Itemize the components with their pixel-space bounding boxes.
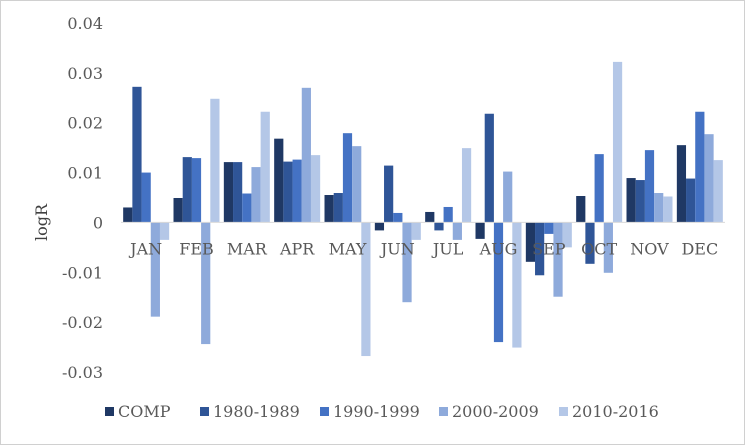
legend: COMP 1980-1989 1990-1999 2000-2009 2010-2016 [105, 402, 659, 421]
bar-jul-1980-1989 [434, 222, 444, 231]
bar-dec-1990-1999 [695, 111, 705, 223]
bar-dec-comp [676, 145, 687, 223]
bar-sep-comp [525, 222, 536, 262]
bar-series [123, 61, 723, 357]
bar-oct-2000-2009 [603, 222, 613, 273]
bar-jun-comp [374, 222, 385, 231]
y-tick-label: 0.02 [67, 114, 103, 133]
legend-label: 1980-1989 [213, 402, 300, 421]
bar-jan-1980-1989 [132, 86, 142, 223]
bar-sep-2010-2016 [562, 222, 572, 248]
bar-mar-1980-1989 [233, 162, 243, 223]
bar-nov-1990-1999 [644, 150, 655, 223]
bar-mar-2000-2009 [251, 167, 261, 223]
bar-sep-1980-1989 [535, 222, 545, 276]
bar-apr-1990-1999 [292, 159, 302, 223]
bar-nov-comp [626, 178, 636, 223]
bar-aug-2010-2016 [512, 222, 522, 348]
bar-apr-comp [274, 138, 284, 223]
bar-nov-2000-2009 [654, 193, 664, 223]
bar-feb-1980-1989 [182, 157, 192, 223]
legend-swatch [105, 407, 114, 416]
bar-oct-1990-1999 [594, 154, 604, 223]
bar-jul-2010-2016 [461, 148, 472, 223]
x-category-label: SEP [532, 239, 566, 258]
bar-jul-1990-1999 [443, 206, 453, 223]
y-tick-label: 0.01 [67, 164, 103, 183]
bar-sep-1990-1999 [544, 222, 554, 234]
legend-swatch [200, 407, 209, 416]
bar-nov-1980-1989 [635, 180, 645, 223]
x-category-label: MAY [329, 239, 367, 258]
y-axis-ticks: -0.03 -0.02 -0.01 0 0.01 0.02 0.03 0.04 [62, 14, 103, 382]
bar-feb-comp [173, 197, 183, 223]
bar-jun-1980-1989 [384, 165, 394, 223]
bar-aug-2000-2009 [503, 171, 513, 223]
bar-apr-1980-1989 [283, 161, 293, 223]
bar-may-comp [324, 195, 334, 223]
bar-dec-2000-2009 [704, 134, 714, 223]
bar-may-1980-1989 [333, 193, 343, 223]
bar-aug-comp [475, 222, 485, 239]
y-tick-label: 0 [93, 213, 103, 232]
bar-feb-2000-2009 [201, 222, 211, 345]
x-category-label: JAN [128, 239, 162, 258]
bar-jun-2010-2016 [411, 222, 421, 240]
bar-dec-2010-2016 [713, 160, 723, 223]
bar-jun-2000-2009 [402, 222, 412, 303]
bar-jan-1990-1999 [141, 172, 151, 223]
y-tick-label: 0.04 [67, 14, 103, 33]
bar-may-1990-1999 [342, 133, 353, 223]
bar-jun-1990-1999 [393, 212, 403, 223]
legend-swatch [559, 407, 568, 416]
bar-jan-2000-2009 [150, 222, 160, 317]
legend-label: COMP [118, 402, 171, 421]
bar-mar-1990-1999 [242, 193, 252, 223]
bar-aug-1980-1989 [484, 113, 494, 223]
legend-swatch [320, 407, 329, 416]
legend-label: 1990-1999 [333, 402, 420, 421]
x-category-label: FEB [179, 239, 214, 258]
bar-oct-comp [576, 196, 586, 223]
bar-may-2010-2016 [361, 222, 371, 357]
legend-label: 2000-2009 [452, 402, 539, 421]
x-category-label: NOV [630, 239, 669, 258]
bar-mar-comp [223, 162, 234, 223]
x-category-label: OCT [581, 239, 617, 258]
x-category-label: MAR [227, 239, 268, 258]
bar-jul-comp [425, 211, 435, 223]
bar-jan-comp [123, 207, 133, 223]
y-tick-label: -0.03 [62, 363, 103, 382]
bar-nov-2010-2016 [663, 196, 673, 223]
x-category-label: DEC [681, 239, 718, 258]
bar-dec-1980-1989 [686, 178, 696, 223]
bar-feb-1990-1999 [191, 158, 202, 223]
bar-apr-2000-2009 [301, 87, 311, 223]
legend-label: 2010-2016 [572, 402, 659, 421]
y-tick-label: -0.01 [62, 263, 103, 282]
bar-oct-2010-2016 [612, 61, 623, 223]
bar-oct-1980-1989 [585, 222, 595, 264]
bar-may-2000-2009 [352, 146, 362, 223]
x-category-label: APR [279, 239, 315, 258]
x-category-label: JUL [431, 239, 464, 258]
x-category-label: AUG [479, 239, 518, 258]
bar-aug-1990-1999 [493, 222, 504, 343]
x-category-label: JUN [379, 239, 415, 258]
bar-feb-2010-2016 [210, 98, 220, 223]
bar-jul-2000-2009 [452, 222, 462, 240]
bar-sep-2000-2009 [553, 222, 563, 297]
x-axis-categories: JAN FEB MAR APR MAY JUN JUL AUG SEP OCT NOV DEC [128, 239, 718, 258]
bar-mar-2010-2016 [260, 111, 270, 223]
bar-jan-2010-2016 [159, 222, 170, 240]
y-tick-label: 0.03 [67, 64, 103, 83]
y-axis-title: logR [32, 203, 51, 241]
bar-apr-2010-2016 [310, 155, 321, 223]
y-tick-label: -0.02 [62, 313, 103, 332]
legend-swatch [439, 407, 448, 416]
